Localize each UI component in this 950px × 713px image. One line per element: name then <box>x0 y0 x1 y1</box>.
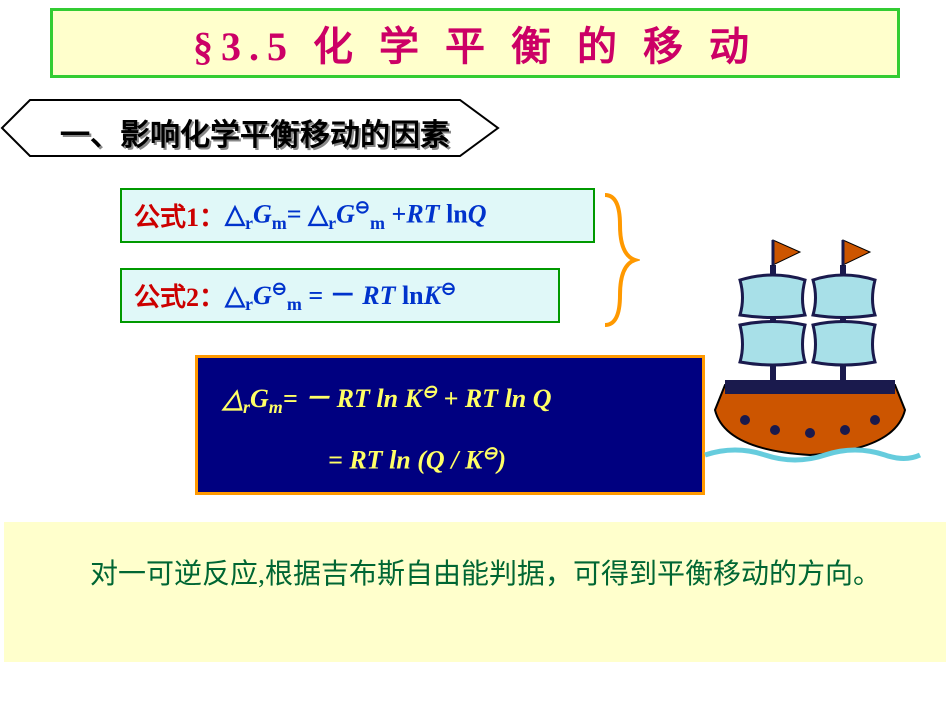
formula1-math: △rGm= △rG⊖m +RT lnQ <box>225 197 487 234</box>
result-line1: △rGm= － RT ln K⊖ + RT ln Q <box>223 378 677 418</box>
result-line2: = RT ln (Q / K⊖) <box>328 443 677 476</box>
ship-icon <box>695 220 925 470</box>
brace-icon <box>600 190 640 330</box>
conclusion-box: 对一可逆反应,根据吉布斯自由能判据，可得到平衡移动的方向。 <box>4 522 946 662</box>
formula1-label: 公式1： <box>134 197 225 234</box>
result-formula: △rGm= － RT ln K⊖ + RT ln Q = RT ln (Q / … <box>195 355 705 495</box>
formula2-math: △rG⊖m = － RT lnK⊖ <box>225 275 456 315</box>
formula-1: 公式1： △rGm= △rG⊖m +RT lnQ <box>120 188 595 243</box>
title-box: §3.5 化 学 平 衡 的 移 动 <box>50 8 900 78</box>
page-title: §3.5 化 学 平 衡 的 移 动 <box>193 14 757 72</box>
conclusion-text: 对一可逆反应,根据吉布斯自由能判据，可得到平衡移动的方向。 <box>34 559 881 590</box>
subtitle-text: 一、影响化学平衡移动的因素 <box>60 110 450 154</box>
formula2-label: 公式2： <box>134 277 225 314</box>
formula-2: 公式2： △rG⊖m = － RT lnK⊖ <box>120 268 560 323</box>
